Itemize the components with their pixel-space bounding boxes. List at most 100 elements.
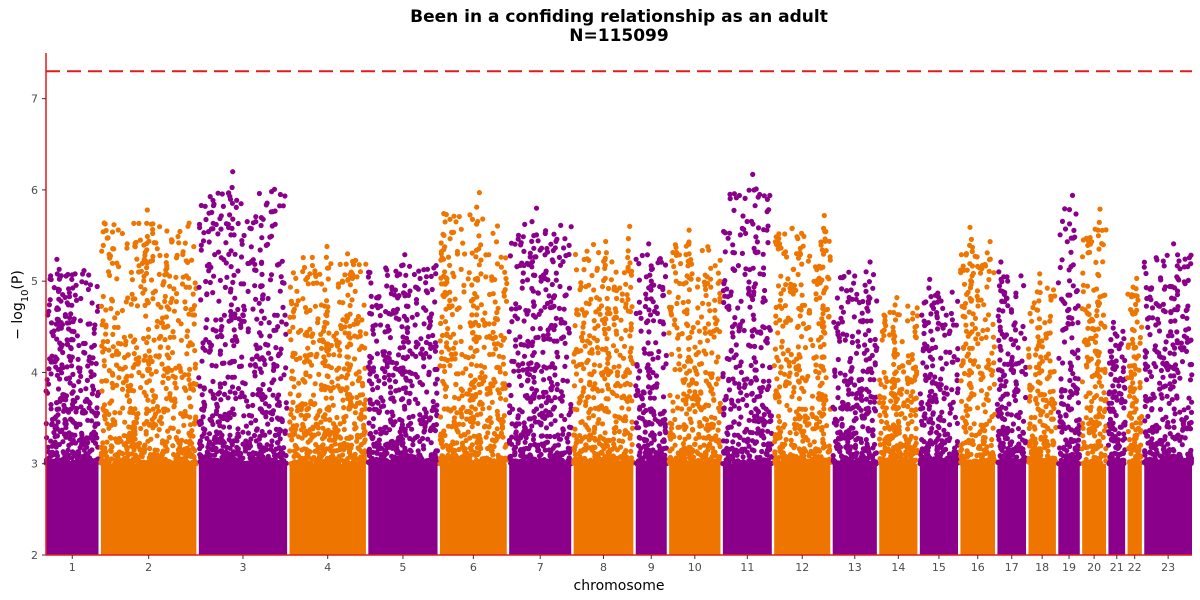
snp-point: [672, 242, 679, 248]
snp-point: [470, 353, 476, 360]
peak-point: [164, 396, 170, 402]
snp-point: [361, 302, 367, 308]
snp-point: [566, 412, 572, 418]
snp-point: [565, 325, 571, 331]
snp-point: [169, 238, 175, 244]
snp-point: [225, 413, 231, 419]
snp-point: [310, 456, 316, 462]
snp-point: [726, 387, 733, 393]
snp-point: [367, 406, 373, 412]
snp-point: [376, 410, 382, 416]
snp-point: [567, 450, 573, 456]
snp-point: [335, 383, 341, 389]
snp-point: [148, 221, 154, 227]
snp-point: [529, 423, 535, 429]
snp-point: [696, 434, 702, 440]
snp-point: [404, 455, 410, 462]
snp-point: [291, 306, 297, 312]
snp-point: [171, 334, 177, 340]
snp-point: [250, 306, 256, 312]
snp-point: [180, 251, 186, 258]
snp-point: [390, 372, 396, 378]
peak-point: [401, 344, 407, 350]
peak-point: [57, 376, 63, 382]
snp-point: [87, 400, 93, 406]
peak-point: [145, 300, 151, 306]
snp-point: [594, 345, 601, 351]
snp-point: [432, 381, 438, 387]
snp-point: [247, 260, 253, 266]
peak-point: [625, 236, 632, 242]
snp-point: [532, 419, 539, 425]
snp-point: [91, 326, 97, 332]
snp-point: [633, 420, 640, 426]
snp-point: [428, 440, 434, 446]
snp-point: [76, 342, 82, 349]
snp-point: [250, 402, 256, 408]
snp-point: [242, 461, 248, 467]
snp-point: [123, 299, 129, 305]
snp-point: [335, 281, 342, 287]
snp-point: [353, 257, 359, 263]
snp-point: [85, 286, 91, 293]
snp-point: [160, 379, 166, 386]
peak-point: [145, 326, 152, 332]
snp-point: [420, 443, 426, 449]
snp-point: [323, 428, 329, 434]
snp-point: [201, 399, 207, 405]
snp-point: [458, 226, 464, 232]
snp-point: [672, 366, 678, 373]
snp-point: [487, 291, 493, 298]
snp-point: [85, 363, 91, 369]
snp-point: [158, 344, 164, 350]
snp-point: [526, 416, 532, 422]
snp-point: [282, 459, 288, 466]
snp-point: [457, 458, 463, 464]
snp-point: [609, 454, 615, 460]
snp-point: [294, 288, 300, 294]
snp-point: [395, 352, 402, 358]
snp-point: [341, 418, 347, 425]
snp-point: [715, 427, 721, 433]
snp-point: [490, 230, 496, 236]
snp-point: [447, 297, 453, 304]
peak-point: [473, 247, 479, 253]
snp-point: [198, 242, 204, 248]
snp-point: [705, 338, 711, 344]
snp-point: [542, 447, 548, 453]
snp-point: [326, 458, 332, 464]
snp-point: [521, 461, 527, 467]
snp-point: [88, 418, 95, 424]
snp-point: [438, 433, 444, 439]
peak-point: [258, 333, 264, 339]
snp-point: [675, 335, 681, 341]
snp-point: [544, 458, 551, 464]
snp-point: [160, 460, 167, 466]
snp-point: [290, 353, 296, 359]
snp-point: [265, 421, 271, 427]
snp-point: [203, 325, 209, 331]
snp-point: [132, 296, 138, 302]
peak-point: [228, 264, 234, 270]
snp-point: [410, 413, 416, 419]
snp-point: [459, 414, 465, 420]
snp-point: [166, 434, 172, 440]
snp-point: [283, 321, 289, 327]
snp-point: [528, 360, 534, 366]
snp-point: [198, 454, 204, 461]
snp-point: [154, 324, 160, 330]
snp-point: [305, 345, 311, 351]
snp-point: [451, 418, 457, 425]
snp-point: [411, 271, 417, 278]
snp-point: [486, 405, 492, 411]
snp-point: [557, 283, 563, 290]
snp-point: [74, 333, 80, 339]
snp-point: [203, 278, 209, 285]
snp-point: [498, 332, 504, 339]
snp-point: [553, 277, 559, 283]
snp-point: [78, 295, 84, 302]
snp-point: [320, 339, 326, 345]
snp-point: [680, 377, 686, 383]
snp-point: [124, 393, 130, 399]
snp-point: [391, 398, 397, 404]
